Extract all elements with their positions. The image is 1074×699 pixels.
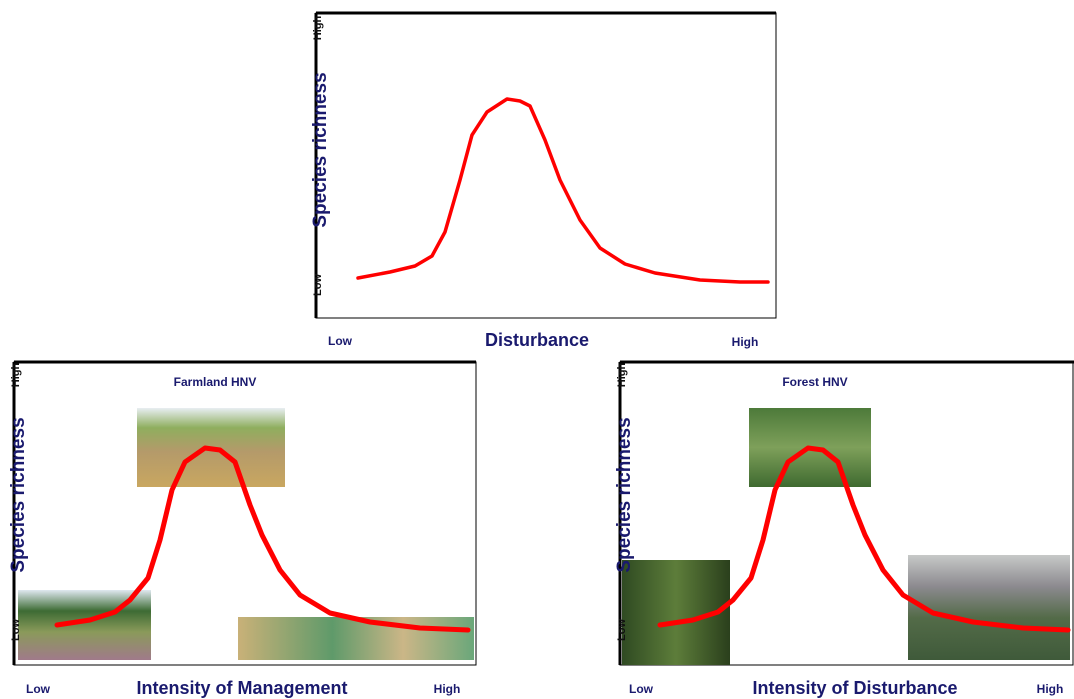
curve: [358, 99, 768, 282]
panel-title: Farmland HNV: [174, 375, 257, 389]
photo-plantation: [908, 555, 1070, 660]
x-low: Low: [629, 682, 654, 696]
x-label: Intensity of Disturbance: [752, 678, 957, 698]
y-label: Species richness: [310, 72, 331, 227]
y-high: High: [312, 16, 324, 41]
y-label: Species richness: [614, 417, 635, 572]
x-label: Intensity of Management: [136, 678, 347, 698]
panel-forest: Forest HNV Species richness High Low Low…: [614, 362, 1074, 698]
y-label: Species richness: [8, 417, 29, 572]
x-low: Low: [328, 334, 353, 348]
photo-aerial-fields: [238, 617, 474, 660]
panel-title: Forest HNV: [782, 375, 847, 389]
x-low: Low: [26, 682, 51, 696]
page: Species richness High Low Low Disturbanc…: [0, 0, 1074, 699]
y-high: High: [10, 363, 22, 388]
x-high: High: [434, 682, 461, 696]
y-low: Low: [616, 619, 628, 641]
y-low: Low: [312, 274, 324, 296]
y-high: High: [616, 363, 628, 388]
panel-top: Species richness High Low Low Disturbanc…: [310, 13, 776, 350]
panel-farmland: Farmland HNV Species richness High Low L…: [8, 362, 476, 698]
x-high: High: [732, 335, 759, 349]
y-low: Low: [10, 619, 22, 641]
x-high: High: [1037, 682, 1064, 696]
x-label: Disturbance: [485, 330, 589, 350]
